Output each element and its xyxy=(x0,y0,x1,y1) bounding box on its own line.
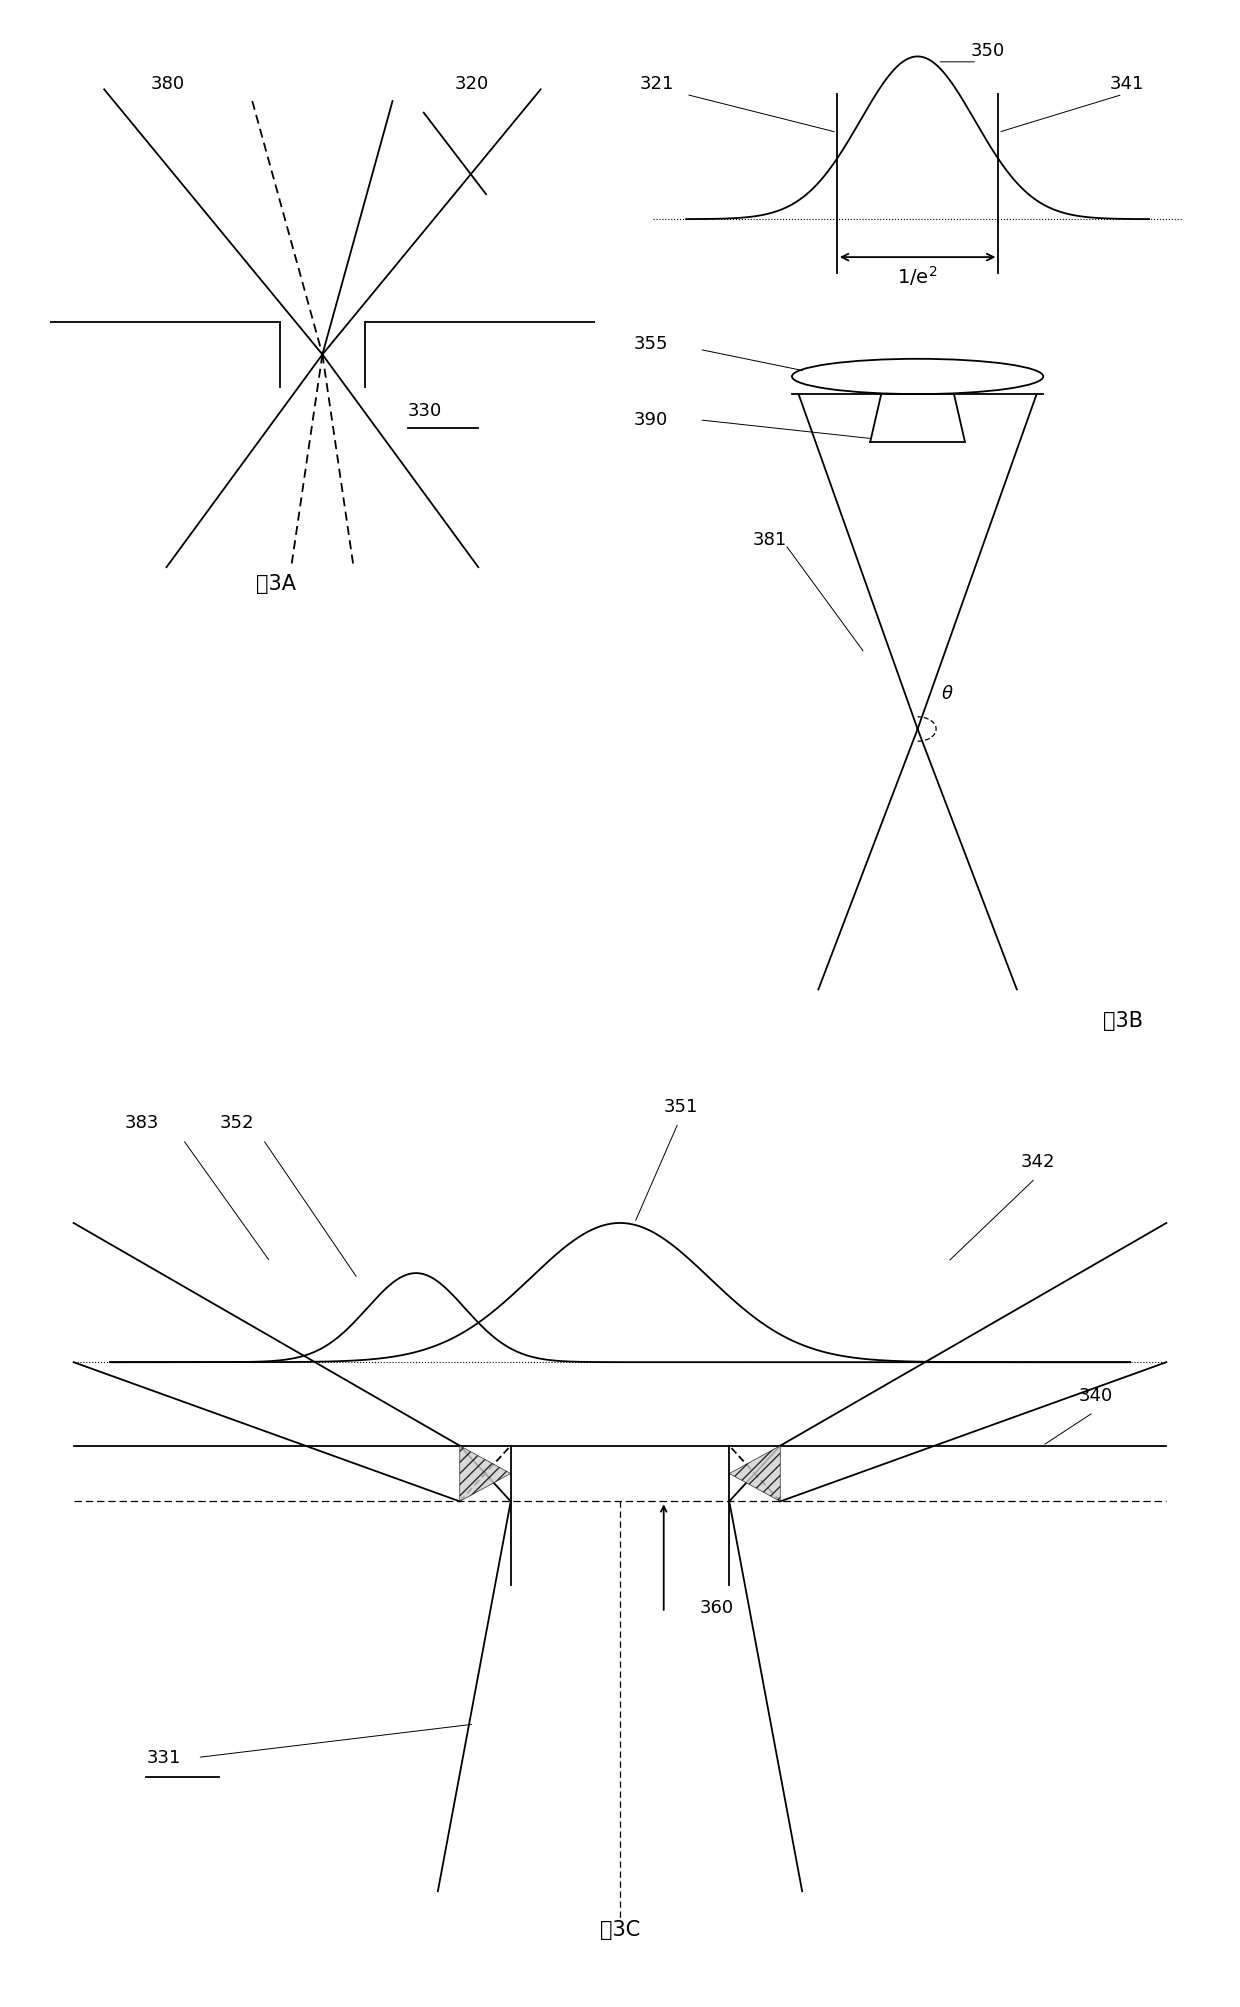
Text: 380: 380 xyxy=(151,76,185,94)
Text: 图3B: 图3B xyxy=(1102,1012,1143,1032)
Text: 330: 330 xyxy=(408,401,443,419)
Text: 341: 341 xyxy=(1110,74,1143,92)
Text: 340: 340 xyxy=(1079,1387,1114,1405)
Text: 图3A: 图3A xyxy=(255,574,295,594)
Text: 351: 351 xyxy=(663,1098,698,1116)
Text: 352: 352 xyxy=(219,1114,254,1132)
Text: 342: 342 xyxy=(1021,1154,1055,1172)
Text: 381: 381 xyxy=(753,530,786,548)
Text: 350: 350 xyxy=(971,42,1004,60)
Text: 390: 390 xyxy=(634,411,667,429)
Polygon shape xyxy=(460,1445,511,1501)
Text: 321: 321 xyxy=(640,74,675,92)
Text: 360: 360 xyxy=(701,1600,734,1618)
Text: 320: 320 xyxy=(455,76,489,94)
Text: 图3C: 图3C xyxy=(600,1919,640,1939)
Text: 331: 331 xyxy=(146,1748,181,1766)
Text: 355: 355 xyxy=(634,335,667,353)
Ellipse shape xyxy=(792,359,1043,393)
Polygon shape xyxy=(729,1445,780,1501)
Text: 1/e$^2$: 1/e$^2$ xyxy=(898,265,937,289)
Text: $\theta$: $\theta$ xyxy=(941,684,954,702)
Text: 383: 383 xyxy=(125,1114,159,1132)
